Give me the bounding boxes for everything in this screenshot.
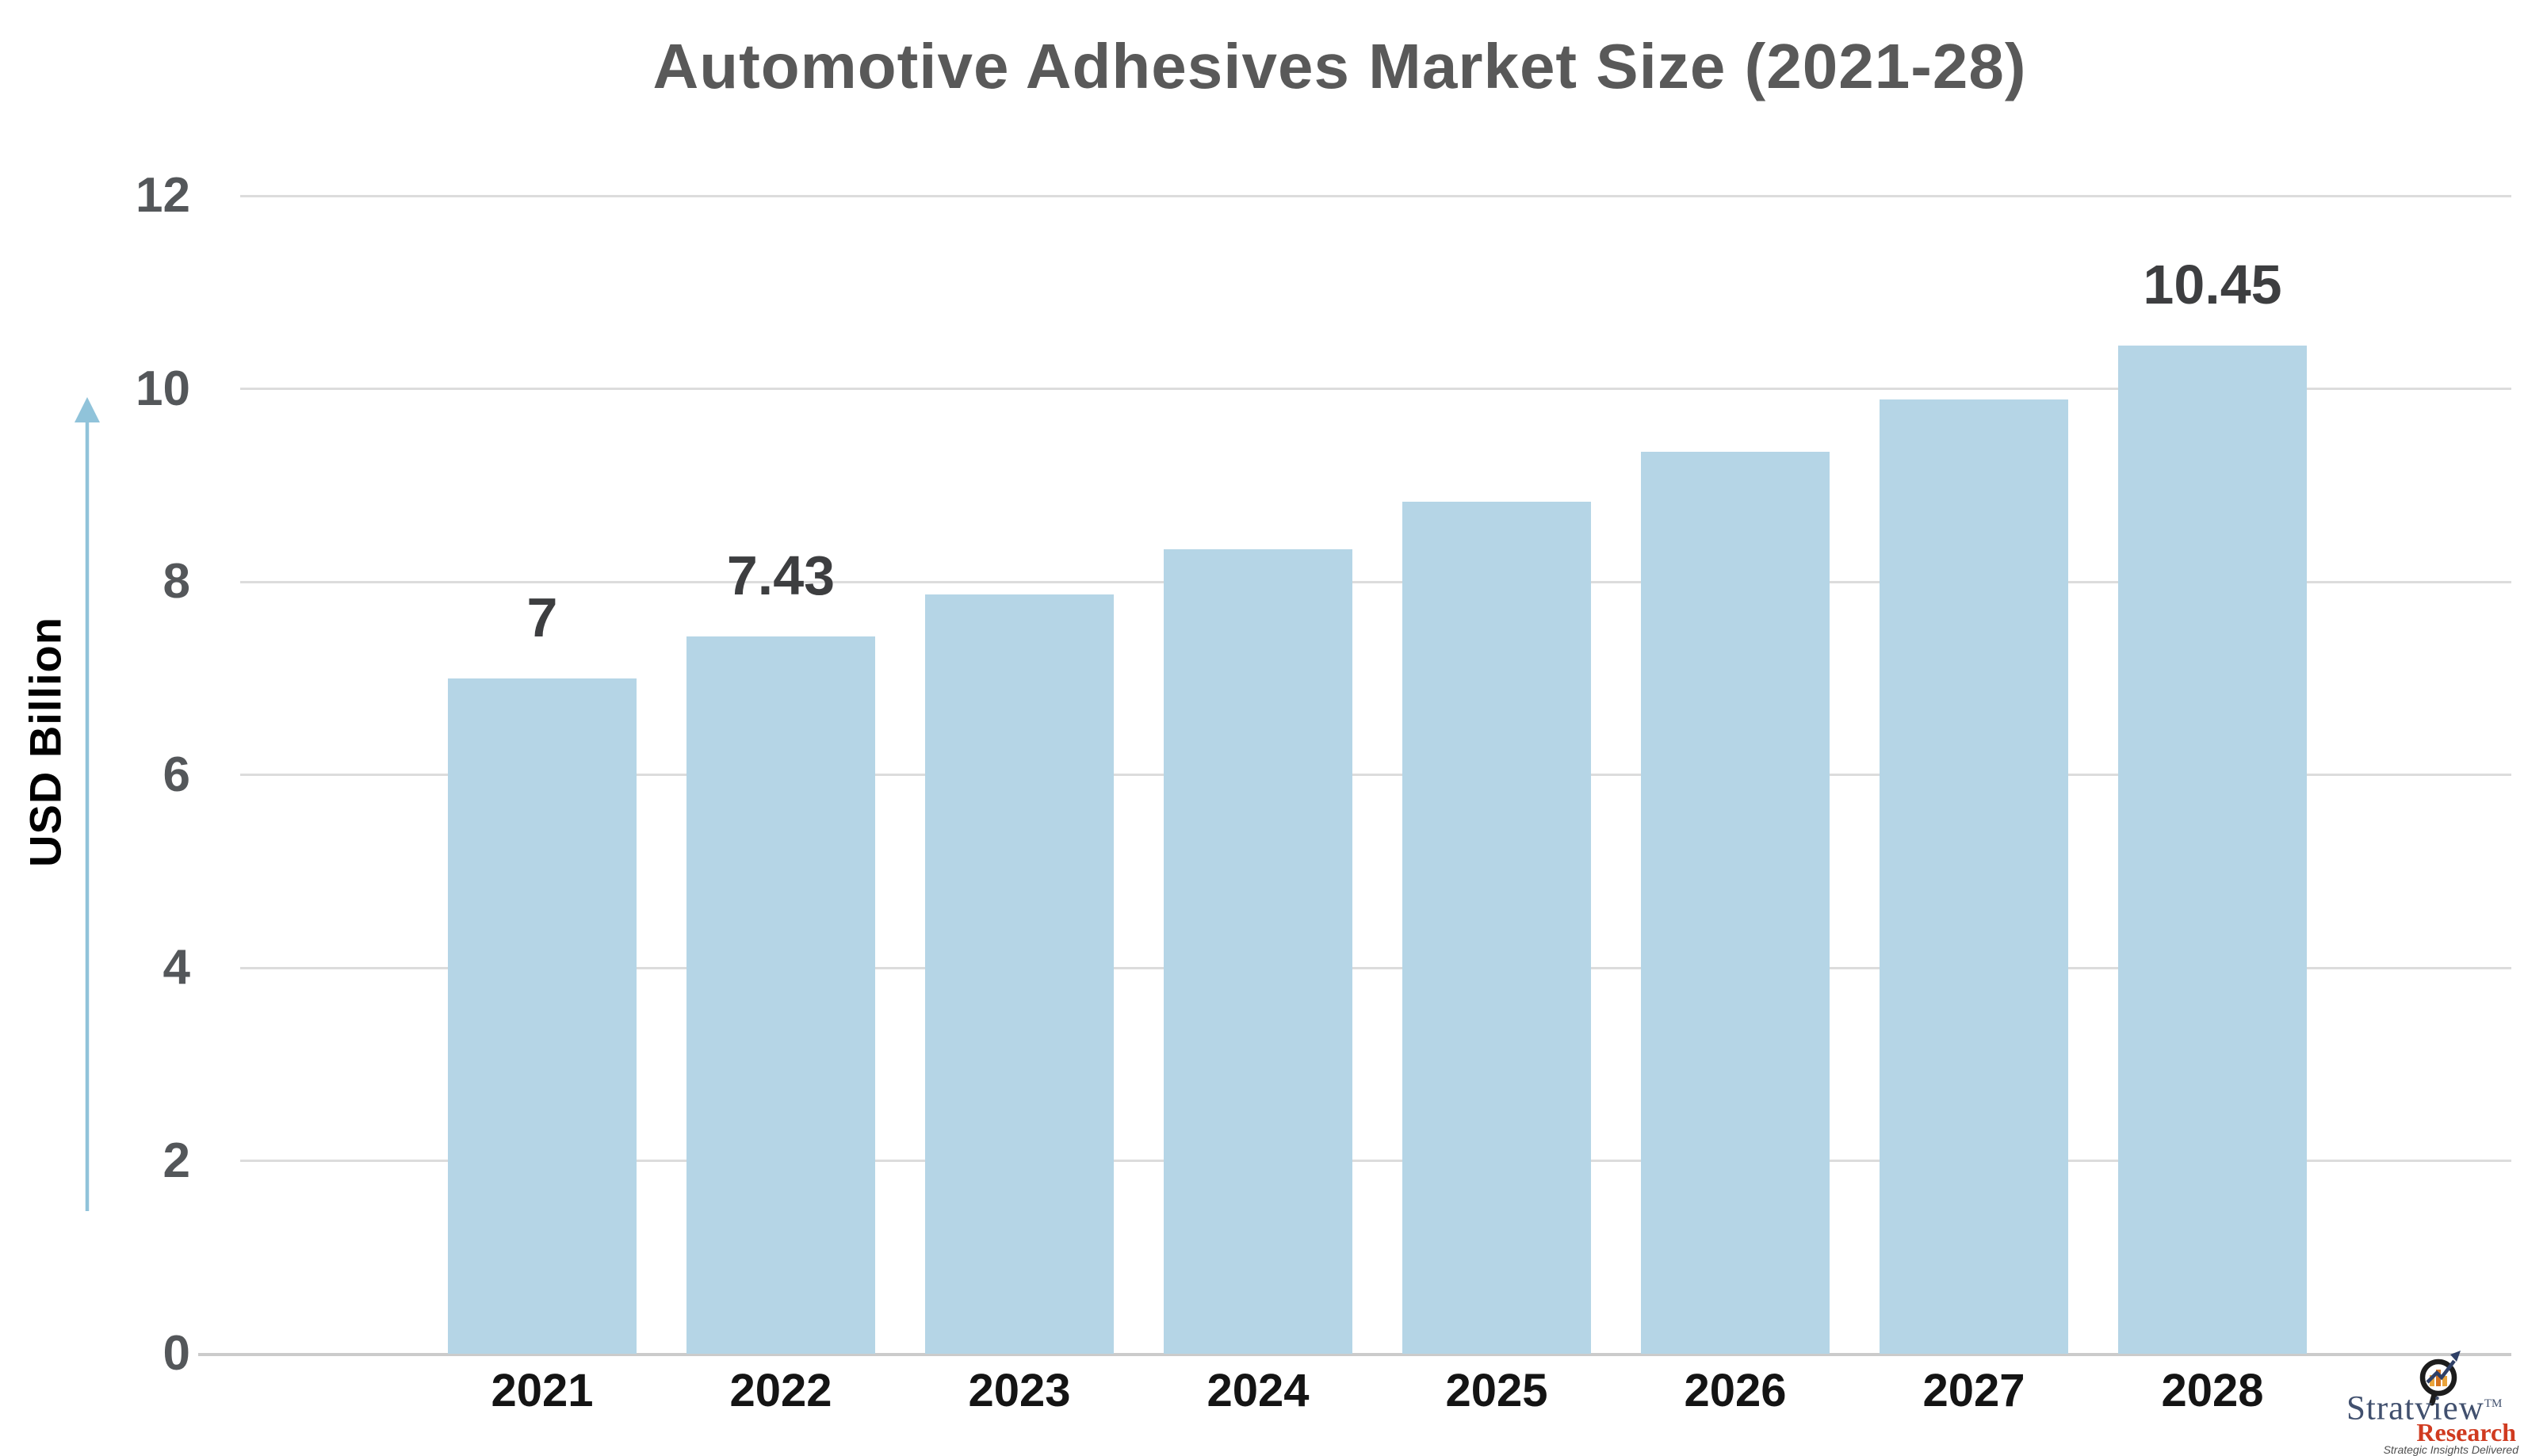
trademark-mark: TM: [2484, 1397, 2503, 1410]
bar: [1641, 451, 1830, 1354]
bar-data-label: 7.43: [726, 545, 836, 607]
y-tick-label: 8: [163, 554, 190, 609]
logo-division: Research: [2416, 1418, 2516, 1446]
y-tick-label: 0: [163, 1326, 190, 1381]
gridline: [240, 966, 2511, 969]
gridline: [240, 194, 2511, 197]
chart-title: Automotive Adhesives Market Size (2021-2…: [652, 31, 2027, 101]
stratview-logo-icon: [2419, 1351, 2461, 1406]
logo-brand-name-text: Stratview: [2346, 1389, 2484, 1427]
x-axis-line: [198, 1353, 2511, 1356]
x-tick-label: 2022: [729, 1365, 832, 1416]
bar: [2118, 345, 2307, 1354]
bar: [686, 636, 875, 1354]
y-tick-label: 4: [163, 940, 190, 995]
gridline: [240, 580, 2511, 583]
x-tick-label: 2026: [1684, 1365, 1787, 1416]
gridline: [240, 1160, 2511, 1162]
y-tick-label: 6: [163, 747, 190, 802]
y-tick-label: 10: [136, 361, 190, 416]
bar: [925, 594, 1114, 1354]
x-tick-label: 2027: [1922, 1365, 2025, 1416]
gridline: [240, 388, 2511, 390]
x-tick-label: 2021: [491, 1365, 594, 1416]
y-axis-title: USD Billion: [20, 617, 71, 867]
bar: [1402, 501, 1591, 1354]
logo-brand-name: StratviewTM: [2346, 1387, 2502, 1425]
x-tick-label: 2028: [2161, 1365, 2264, 1416]
x-tick-label: 2023: [968, 1365, 1071, 1416]
bar-data-label: 10.45: [2143, 253, 2282, 315]
gridline: [240, 774, 2511, 776]
stratview-logo: StratviewTM Research Strategic Insights …: [2267, 1339, 2521, 1456]
bar-data-label: 7: [526, 586, 558, 648]
y-tick-label: 2: [163, 1133, 190, 1188]
logo-tagline: Strategic Insights Delivered: [2383, 1443, 2518, 1456]
x-tick-label: 2024: [1207, 1365, 1310, 1416]
x-tick-label: 2025: [1445, 1365, 1548, 1416]
bar: [1164, 548, 1352, 1354]
bar: [1880, 399, 2068, 1354]
bar: [448, 678, 637, 1354]
up-arrow-icon: [75, 397, 100, 1211]
y-tick-label: 12: [136, 168, 190, 223]
